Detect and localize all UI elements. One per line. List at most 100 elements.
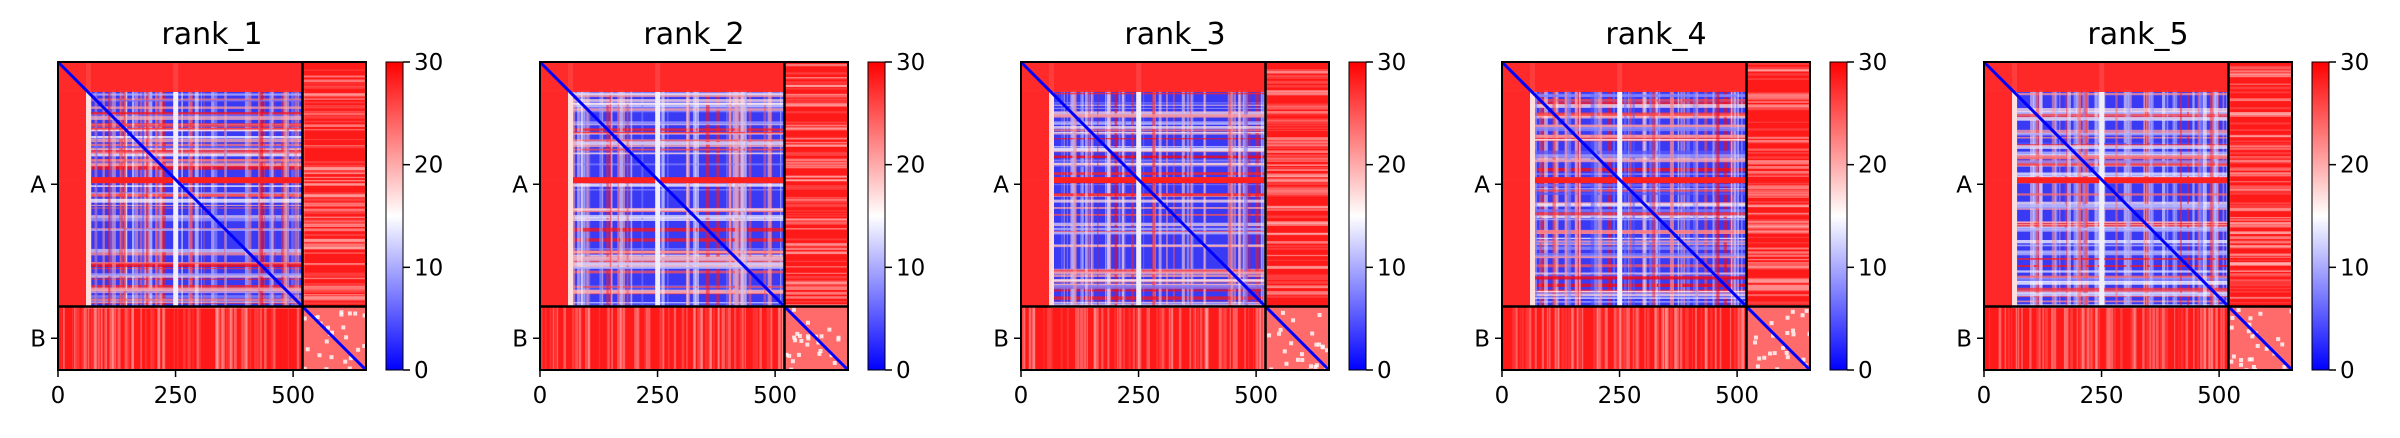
heatmap-row-band bbox=[568, 152, 785, 155]
inter-chain-band bbox=[109, 306, 111, 370]
chain-b-patch bbox=[2231, 354, 2236, 359]
heatmap-col-band bbox=[119, 90, 123, 307]
inter-chain-band bbox=[2037, 306, 2040, 370]
heatmap-row-band bbox=[2012, 258, 2229, 260]
chain-b-patch bbox=[329, 355, 334, 360]
colorbar-tick-label: 0 bbox=[2340, 358, 2355, 384]
inter-chain-band bbox=[1189, 306, 1192, 370]
heatmap-row-band bbox=[2012, 129, 2229, 134]
heatmap-row-band bbox=[2012, 203, 2229, 208]
inter-chain-band bbox=[2071, 306, 2073, 370]
heatmap-col-band bbox=[1131, 90, 1134, 307]
heatmap-row-band bbox=[86, 228, 303, 231]
inter-chain-band bbox=[578, 306, 582, 370]
inter-chain-band bbox=[1102, 306, 1105, 370]
inter-chain-band bbox=[784, 266, 848, 268]
inter-chain-band bbox=[739, 306, 742, 370]
heatmap-row-band bbox=[2012, 142, 2229, 145]
heatmap-row-band bbox=[568, 260, 785, 264]
inter-chain-band bbox=[1746, 251, 1810, 254]
heatmap-col-band bbox=[1066, 90, 1068, 307]
heatmap-row-band bbox=[1530, 290, 1747, 293]
inter-chain-band bbox=[712, 306, 715, 370]
inter-chain-band bbox=[2081, 306, 2084, 370]
heatmap-row-band bbox=[1530, 296, 1747, 299]
heatmap-row-band bbox=[568, 143, 785, 148]
chain-b-patch bbox=[1769, 321, 1774, 326]
heatmap-row-band bbox=[1049, 302, 1266, 304]
colorbar-tick-label: 10 bbox=[896, 255, 925, 281]
inter-chain-band bbox=[2066, 306, 2068, 370]
inter-chain-band bbox=[1265, 223, 1329, 226]
inter-chain-band bbox=[1178, 306, 1182, 370]
heatmap-col-band bbox=[95, 90, 98, 307]
inter-chain-band bbox=[2228, 65, 2292, 68]
inter-chain-band bbox=[302, 223, 366, 226]
chain-b-patch bbox=[2264, 346, 2269, 351]
inter-chain-band bbox=[1665, 306, 1668, 370]
heatmap-row-band bbox=[2012, 108, 2229, 112]
heatmap-col-band bbox=[258, 90, 260, 307]
inter-chain-band bbox=[241, 306, 244, 370]
inter-chain-band bbox=[784, 128, 848, 130]
heatmap-row-band bbox=[568, 183, 785, 187]
inter-chain-band bbox=[1527, 306, 1530, 370]
heatmap-col-band bbox=[297, 90, 299, 307]
heatmap-row-band bbox=[1530, 283, 1747, 288]
inter-chain-band bbox=[83, 306, 86, 370]
inter-chain-band bbox=[2085, 306, 2089, 370]
heatmap-nterm-col bbox=[58, 62, 86, 307]
inter-chain-band bbox=[74, 306, 76, 370]
inter-chain-band bbox=[1265, 277, 1329, 281]
inter-chain-band bbox=[302, 203, 366, 207]
inter-chain-band bbox=[1265, 295, 1329, 298]
heatmap-row-band bbox=[1530, 297, 1747, 299]
inter-chain-band bbox=[1633, 306, 1636, 370]
inter-chain-band bbox=[302, 176, 366, 179]
inter-chain-band bbox=[2051, 306, 2054, 370]
heatmap-col-band bbox=[1607, 90, 1612, 307]
inter-chain-band bbox=[2228, 202, 2292, 205]
inter-chain-band bbox=[1741, 306, 1745, 370]
inter-chain-band bbox=[1619, 306, 1622, 370]
heatmap-col-band bbox=[94, 90, 98, 307]
heatmap-row-band bbox=[568, 108, 785, 111]
heatmap-row-band bbox=[86, 98, 303, 102]
heatmap-row-band bbox=[86, 287, 303, 292]
heatmap-col-band bbox=[155, 90, 158, 307]
inter-chain-band bbox=[1265, 186, 1329, 188]
heatmap-row-band bbox=[1049, 114, 1266, 118]
inter-chain-band bbox=[2095, 306, 2098, 370]
inter-chain-band bbox=[302, 246, 366, 250]
inter-chain-band bbox=[2228, 98, 2292, 102]
inter-chain-band bbox=[98, 306, 100, 370]
heatmap-row-band bbox=[1049, 283, 1266, 286]
heatmap-row-band bbox=[1530, 237, 1747, 240]
heatmap-row-band bbox=[1049, 155, 1266, 159]
chain-b-patch bbox=[1314, 342, 1319, 347]
inter-chain-band bbox=[2228, 253, 2292, 255]
inter-chain-band bbox=[2222, 306, 2225, 370]
inter-chain-band bbox=[1224, 306, 1228, 370]
heatmap-col-band bbox=[1737, 90, 1739, 307]
heatmap-row-band bbox=[1530, 276, 1747, 280]
heatmap-high-band bbox=[540, 177, 785, 184]
inter-chain-band bbox=[220, 306, 224, 370]
heatmap-row-band bbox=[86, 217, 303, 222]
inter-chain-band bbox=[1737, 306, 1741, 370]
colorbar-frame bbox=[1829, 61, 1848, 371]
chain-b-patch bbox=[305, 347, 310, 352]
inter-chain-band bbox=[1086, 306, 1088, 370]
inter-chain-band bbox=[215, 306, 218, 370]
inter-chain-band bbox=[302, 299, 366, 302]
inter-chain-band bbox=[75, 306, 78, 370]
inter-chain-band bbox=[2210, 306, 2214, 370]
inter-chain-band bbox=[1140, 306, 1142, 370]
heatmap-row-band bbox=[568, 121, 785, 125]
inter-chain-band bbox=[1736, 306, 1738, 370]
heatmap-col-band bbox=[764, 90, 766, 307]
inter-chain-band bbox=[2065, 306, 2068, 370]
inter-chain-band bbox=[1746, 73, 1810, 76]
chain-b-patch bbox=[302, 316, 307, 321]
heatmap-frame bbox=[1020, 61, 1330, 371]
